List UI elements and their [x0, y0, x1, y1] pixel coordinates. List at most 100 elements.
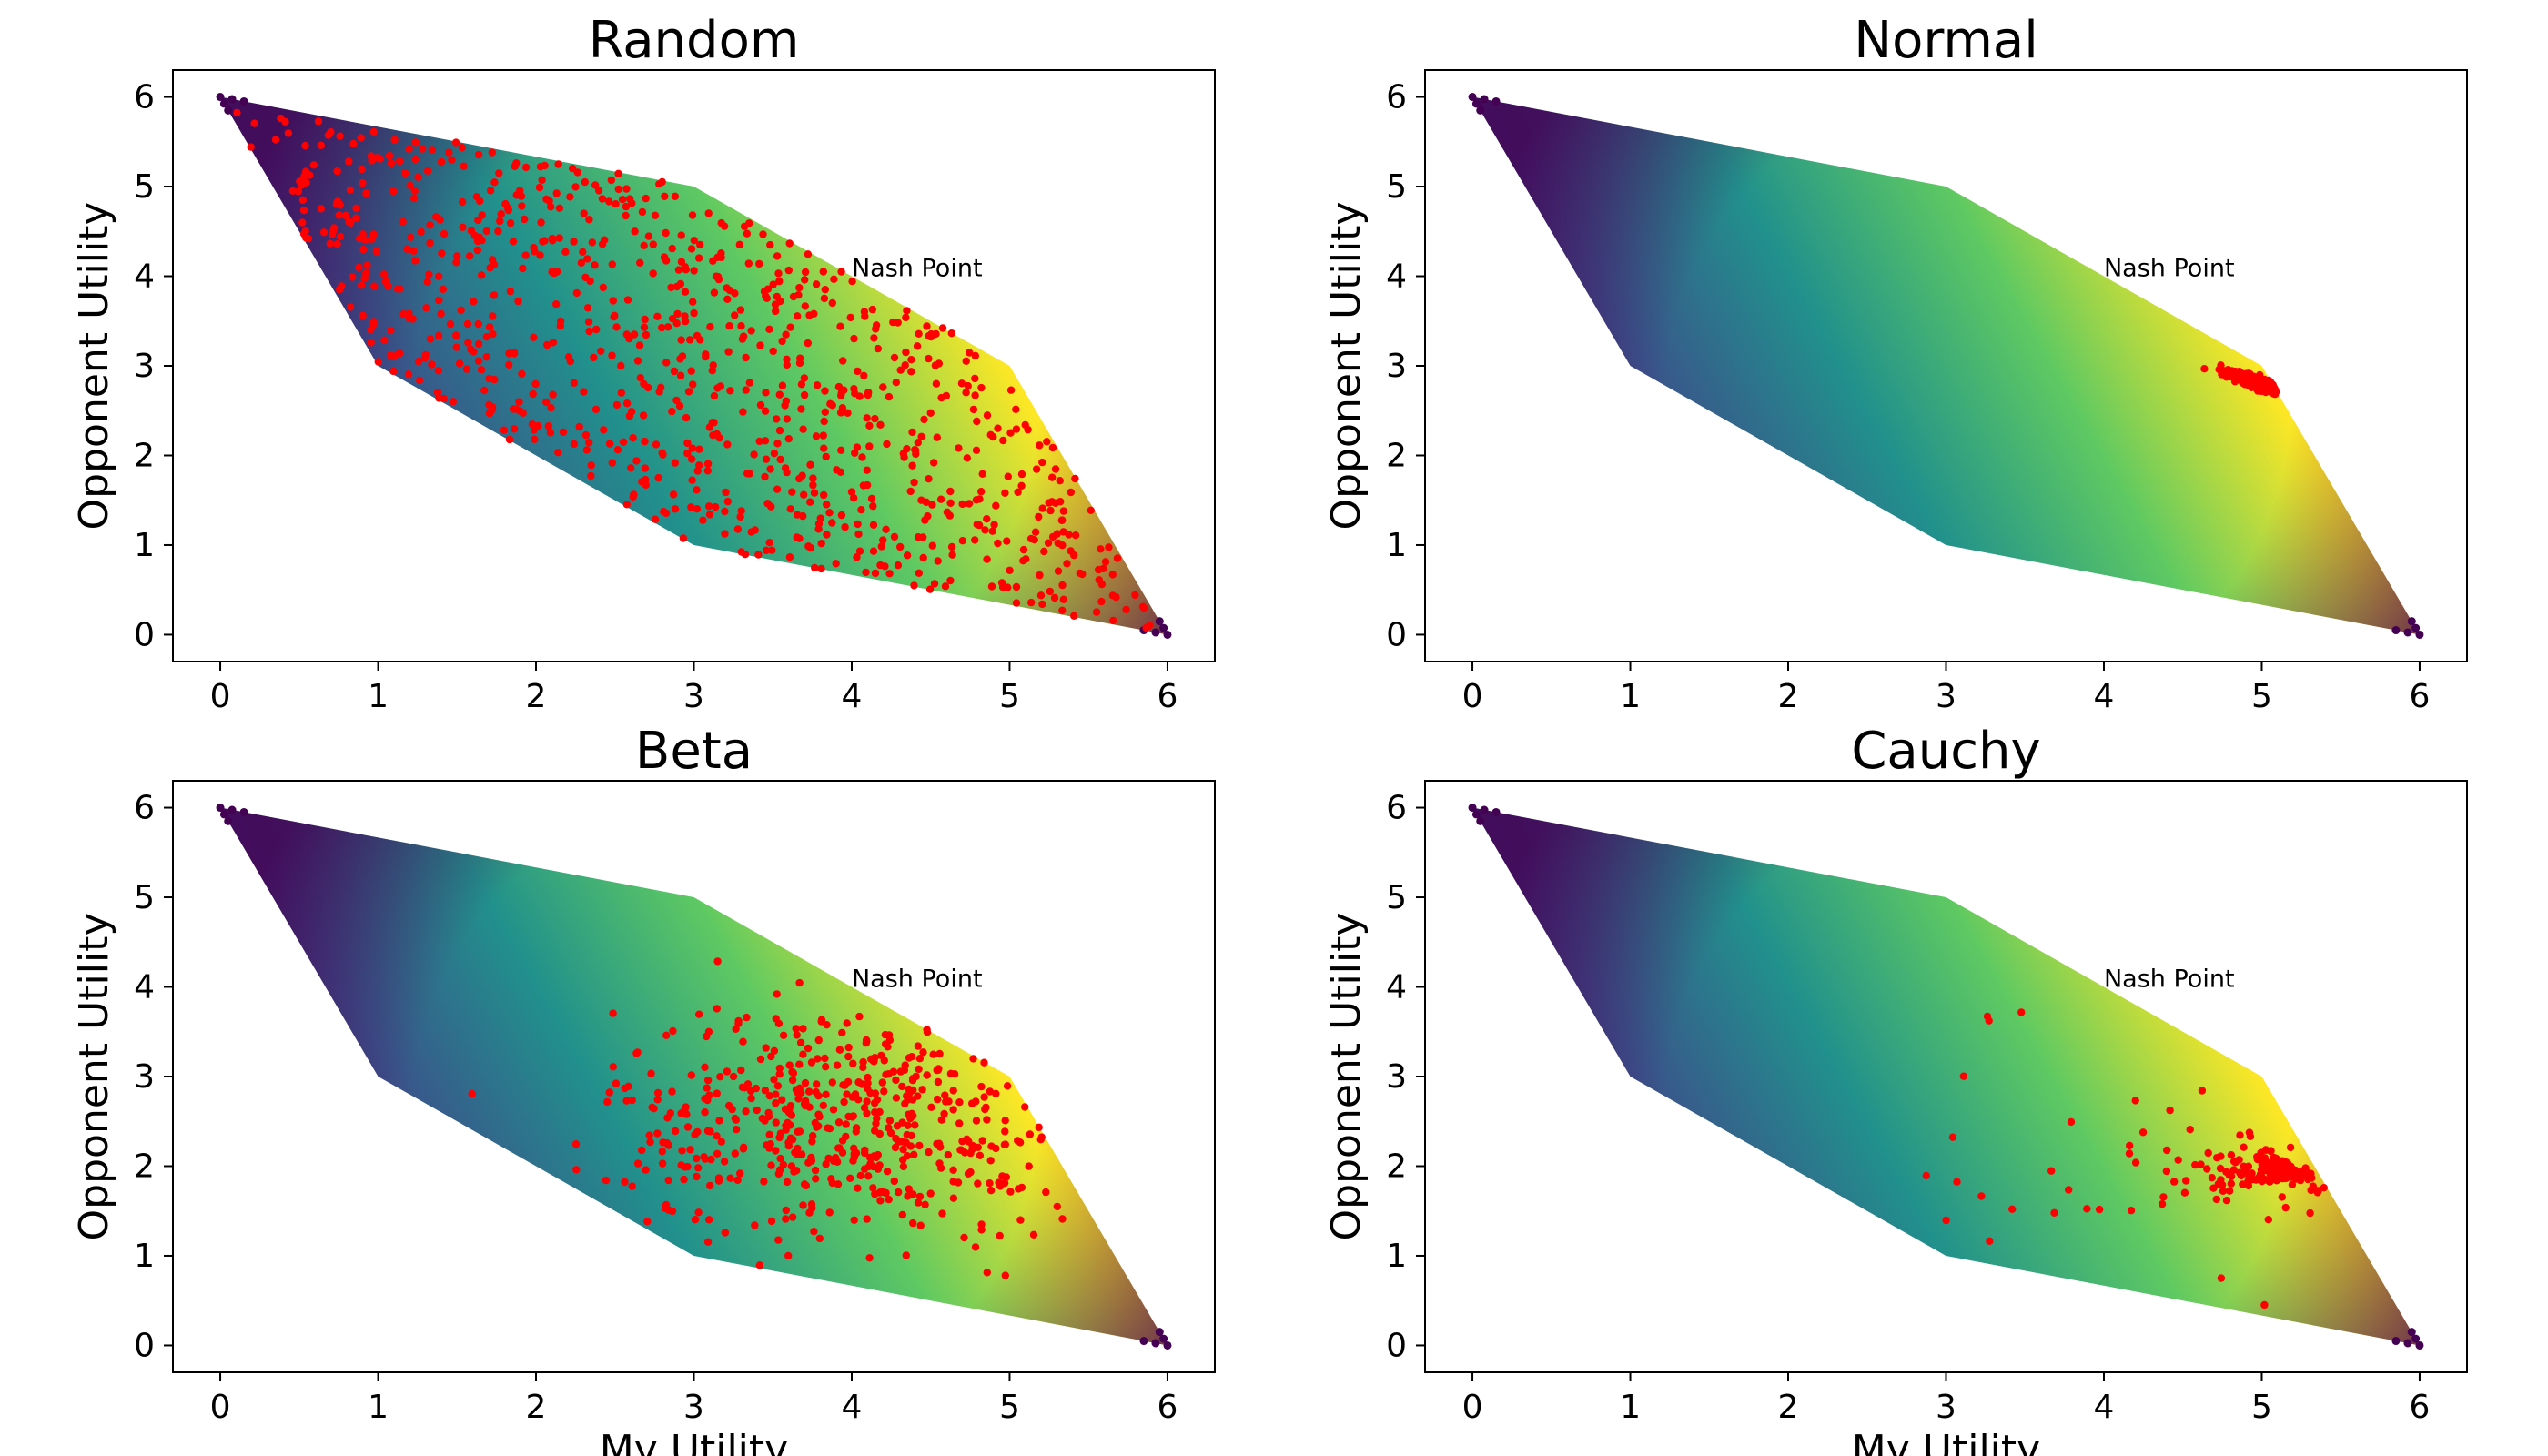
offer-point [722, 488, 730, 497]
x-tick-label: 2 [526, 678, 547, 715]
offer-point [2250, 377, 2259, 385]
offer-point [754, 551, 763, 559]
offer-point [2227, 1179, 2235, 1188]
offer-point [833, 1061, 842, 1069]
offer-point [592, 405, 601, 414]
offer-point [737, 548, 745, 556]
offer-point [761, 407, 770, 415]
offer-point [715, 1117, 723, 1125]
offer-point [459, 223, 467, 231]
offer-point [794, 291, 803, 299]
offer-point [865, 1254, 874, 1262]
offer-point [1131, 591, 1139, 600]
offer-point [636, 374, 644, 382]
offer-point [480, 386, 489, 395]
offer-point [671, 459, 679, 467]
offer-point [907, 368, 915, 376]
offer-point [793, 533, 801, 541]
offer-point [915, 1055, 924, 1063]
offer-point [477, 271, 486, 279]
offer-point [1021, 1103, 1029, 1111]
offer-point [923, 322, 931, 330]
offer-point [1026, 534, 1036, 543]
offer-point [865, 442, 874, 450]
offer-point [822, 452, 830, 461]
offer-point [915, 329, 923, 338]
offer-point [707, 1155, 715, 1164]
offer-point [792, 1025, 800, 1033]
boundary-point [1471, 810, 1481, 819]
offer-point [783, 1178, 792, 1187]
offer-point [713, 1005, 721, 1013]
offer-point [785, 239, 794, 248]
offer-point [506, 288, 515, 296]
offer-point [822, 1160, 830, 1168]
y-tick-label: 3 [134, 1058, 155, 1096]
offer-point [445, 148, 453, 157]
offer-point [966, 349, 974, 357]
offer-point [611, 311, 619, 319]
offer-point [737, 322, 745, 330]
offer-point [649, 269, 657, 278]
offer-point [966, 1168, 975, 1177]
offer-point [899, 1145, 907, 1154]
boundary-point [228, 95, 237, 104]
offer-point [923, 1028, 932, 1036]
offer-point [363, 261, 371, 269]
offer-point [572, 1166, 581, 1174]
offer-point [801, 302, 809, 310]
offer-point [946, 1069, 956, 1078]
offer-point [2227, 1151, 2236, 1159]
offer-point [633, 1159, 642, 1168]
offer-point [667, 283, 675, 292]
offer-point [1056, 477, 1064, 485]
offer-point [636, 258, 644, 267]
offer-point [681, 317, 690, 326]
offer-point [908, 428, 916, 437]
offer-point [2186, 1126, 2194, 1134]
offer-point [288, 187, 297, 195]
offer-point [742, 353, 750, 362]
offer-point [341, 211, 349, 220]
offer-point [662, 1031, 671, 1040]
offer-point [859, 1063, 867, 1072]
offer-point [930, 580, 939, 588]
offer-point [738, 1083, 746, 1092]
offer-point [974, 1179, 982, 1188]
offer-point [747, 1094, 755, 1103]
offer-point [823, 531, 831, 539]
offer-point [682, 413, 691, 422]
y-tick-label: 4 [1386, 969, 1407, 1006]
offer-point [723, 1067, 732, 1076]
offer-point [960, 1233, 968, 1242]
offer-point [903, 1130, 911, 1139]
boundary-point [1480, 805, 1489, 814]
offer-point [775, 426, 784, 435]
offer-point [774, 269, 783, 278]
offer-point [2260, 1300, 2269, 1309]
offer-point [782, 1215, 790, 1223]
offer-point [765, 1130, 774, 1139]
offer-point [774, 440, 782, 448]
offer-point [687, 503, 695, 511]
offer-point [658, 177, 666, 187]
offer-point [538, 176, 546, 184]
offer-point [762, 1044, 770, 1052]
offer-point [906, 1142, 915, 1150]
offer-point [625, 335, 633, 343]
offer-point [837, 268, 845, 276]
offer-point [956, 1119, 964, 1127]
offer-point [873, 1114, 881, 1123]
offer-point [639, 411, 648, 420]
offer-point [975, 521, 984, 530]
offer-point [688, 444, 697, 452]
offer-point [778, 337, 786, 346]
offer-point [2170, 1178, 2179, 1186]
offer-point [622, 1097, 631, 1105]
offer-point [704, 502, 713, 511]
offer-point [1058, 1215, 1067, 1223]
offer-point [386, 351, 395, 359]
offer-point [693, 1172, 701, 1181]
offer-point [1014, 488, 1022, 496]
offer-point [661, 192, 669, 200]
